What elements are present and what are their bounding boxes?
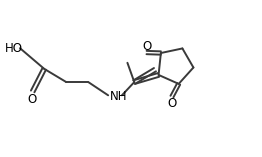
Text: HO: HO [5,42,23,55]
Text: NH: NH [110,90,127,103]
Text: O: O [143,40,152,53]
Text: O: O [167,97,177,110]
Text: O: O [27,93,36,106]
